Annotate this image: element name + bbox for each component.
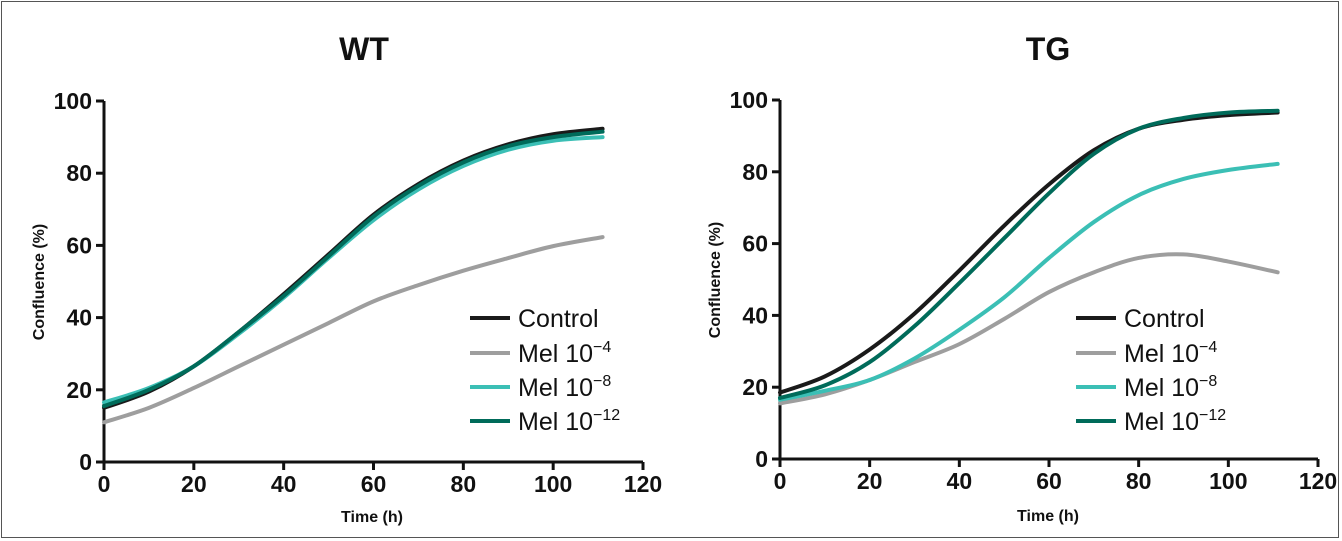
chart2-x-axis-label: Time (h) [1017,508,1079,525]
chart2-x-tick-label: 60 [1036,468,1062,494]
chart2-legend-label-3: Mel 10−12 [1124,407,1226,436]
chart1-y-axis-label: Confluence (%) [31,224,48,340]
chart2-y-axis-label: Confluence (%) [707,222,724,338]
chart1-x-tick-label: 20 [181,471,207,497]
chart2-legend-label-2: Mel 10−8 [1124,373,1217,402]
chart1-y-tick-label: 40 [66,305,92,331]
chart2-y-tick-label: 0 [755,446,768,472]
chart2-y-tick-label: 60 [742,231,768,257]
chart1-legend-label-0: Control [518,305,599,333]
chart1-y-tick-label: 80 [66,160,92,186]
chart2-x-tick-label: 40 [947,468,973,494]
chart2-legend-label-1: Mel 10−4 [1124,339,1217,368]
chart2-x-tick-label: 120 [1299,468,1337,494]
chart1-y-tick-label: 20 [66,377,92,403]
chart1-x-tick-label: 80 [451,471,477,497]
chart1-legend-label-1: Mel 10−4 [518,339,611,368]
chart1-y-tick-label: 0 [79,449,92,475]
chart2-legend-exponent-1: −4 [1199,339,1217,356]
chart2-series-line-3 [778,108,1280,400]
chart1-legend-label-2: Mel 10−8 [518,373,611,402]
chart2-series-line-2 [778,161,1280,402]
chart1-title: WT [339,31,389,67]
chart1-x-tick-label: 100 [534,471,572,497]
chart1-series-line-1 [102,235,605,425]
chart1-legend-label-3: Mel 10−12 [518,407,620,436]
chart2-legend-label-0: Control [1124,305,1205,333]
chart1-legend-exponent-3: −12 [593,407,620,424]
chart1-x-tick-label: 40 [271,471,297,497]
chart2-x-tick-label: 0 [774,468,787,494]
chart1-legend-exponent-1: −4 [593,339,611,356]
chart1-legend-exponent-2: −8 [593,373,611,390]
chart2-legend-exponent-3: −12 [1199,407,1226,424]
chart1-x-tick-label: 120 [624,471,662,497]
chart2-y-tick-label: 20 [742,374,768,400]
chart1-x-tick-label: 60 [361,471,387,497]
chart1-x-tick-label: 0 [98,471,111,497]
chart2-x-tick-label: 100 [1209,468,1247,494]
chart2-legend-exponent-2: −8 [1199,373,1217,390]
chart2-y-tick-label: 100 [730,87,768,113]
chart1-x-axis-label: Time (h) [341,509,403,526]
chart2-title: TG [1026,31,1070,67]
chart2-y-tick-label: 80 [742,159,768,185]
chart1-y-tick-label: 100 [54,88,92,114]
chart1-series-line-3 [102,129,605,409]
chart2-x-tick-label: 80 [1126,468,1152,494]
chart2-x-tick-label: 20 [857,468,883,494]
chart2-y-tick-label: 40 [742,302,768,328]
chart1-y-tick-label: 60 [66,232,92,258]
